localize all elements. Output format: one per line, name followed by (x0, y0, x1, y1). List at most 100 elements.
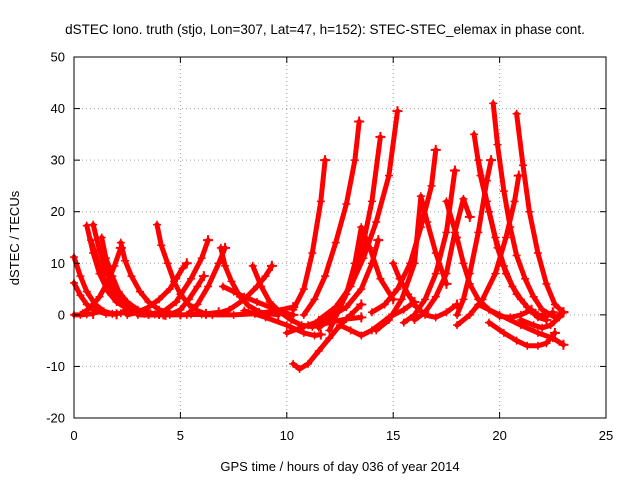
x-tick-label-2: 10 (280, 428, 294, 443)
series-21-point-1 (261, 313, 270, 322)
series-44-point-1 (529, 321, 538, 330)
series-28-point-0 (325, 326, 334, 335)
series-27-point-4 (372, 218, 381, 227)
series-14-end-marker (198, 271, 209, 282)
series-22-end-marker (356, 299, 367, 310)
x-axis-label: GPS time / hours of day 036 of year 2014 (220, 459, 459, 474)
y-tick-label-3: 10 (51, 256, 65, 271)
y-axis-label: dSTEC / TECUs (7, 190, 22, 285)
series-16-point-0 (216, 243, 225, 252)
series-40-point-5 (510, 197, 519, 206)
series-16-point-2 (227, 277, 236, 286)
series-3-point-0 (82, 221, 91, 230)
series-28-point-2 (350, 259, 359, 268)
series-40-point-0 (453, 321, 462, 330)
series-15-point-2 (204, 282, 213, 291)
series-11-point-5 (172, 274, 181, 283)
series-28-point-5 (376, 274, 385, 283)
series-7-point-2 (95, 292, 104, 301)
series-32-line (373, 193, 449, 333)
series-14-point-3 (193, 282, 202, 291)
series-9-point-0 (101, 279, 110, 288)
series-13 (155, 235, 214, 319)
series-34-end-marker (464, 211, 475, 222)
series-27-point-3 (359, 254, 368, 263)
series-0-point-1 (76, 272, 85, 281)
y-tick-label-0: -20 (46, 411, 65, 426)
series-31-end-marker (430, 144, 441, 155)
series-44-point-2 (538, 323, 547, 332)
series-27-point-0 (314, 316, 323, 325)
series-29-point-0 (336, 321, 344, 330)
series-7-point-4 (110, 261, 119, 270)
series-33-point-3 (431, 269, 440, 278)
series-32-point-2 (397, 295, 406, 304)
tick-labels: 0 5 10 15 20 25 -20 -10 0 10 20 30 40 50 (46, 50, 613, 444)
y-tick-label-4: 20 (51, 204, 65, 219)
series-22-point-2 (304, 359, 313, 368)
plot-series (70, 99, 569, 374)
x-tick-label-5: 25 (599, 428, 613, 443)
series-33-point-4 (442, 228, 451, 237)
series-33-point-0 (399, 318, 408, 327)
series-37-point-0 (470, 130, 479, 139)
series-26-point-4 (357, 285, 366, 294)
y-tick-label-5: 30 (51, 153, 65, 168)
y-tick-label-6: 40 (51, 101, 65, 116)
series-44-point-0 (516, 316, 525, 325)
series-41-point-5 (550, 300, 559, 309)
series-24-end-marker (354, 116, 365, 127)
series-41-point-4 (542, 279, 551, 288)
series-42-point-2 (512, 336, 521, 345)
series-19-point-2 (240, 292, 249, 301)
series-17-point-2 (229, 310, 238, 319)
series-10-point-0 (152, 220, 161, 229)
series-38-point-4 (508, 282, 517, 291)
series-26-point-0 (282, 328, 291, 337)
series-26 (282, 235, 384, 337)
series-20-end-marker (356, 312, 367, 323)
series-32-point-0 (372, 326, 381, 335)
series-22-point-4 (325, 334, 334, 343)
series-36-point-0 (453, 310, 462, 319)
series-17-point-0 (187, 310, 196, 319)
series-23-point-3 (316, 197, 325, 206)
series-26-point-1 (304, 321, 313, 330)
series-28-point-4 (365, 243, 374, 252)
x-tick-label-3: 15 (386, 428, 400, 443)
x-tick-label-0: 0 (70, 428, 77, 443)
series-40-point-1 (465, 310, 474, 319)
series-31-point-2 (393, 285, 402, 294)
series-39-line (490, 100, 566, 320)
series-31-point-5 (427, 181, 436, 190)
series-14-point-0 (165, 310, 174, 319)
series-21-point-3 (299, 328, 308, 337)
series-32 (372, 192, 452, 335)
series-34-point-5 (459, 194, 468, 203)
series-30-point-5 (431, 313, 440, 322)
series-6-point-1 (101, 254, 110, 263)
series-6-point-3 (114, 287, 123, 296)
series-24-point-0 (299, 310, 308, 319)
series-38-point-3 (499, 261, 508, 270)
series-0-point-2 (82, 287, 91, 296)
series-39-point-5 (521, 274, 530, 283)
series-24-point-1 (310, 295, 319, 304)
series-38-point-5 (516, 295, 525, 304)
series-16-point-4 (244, 301, 253, 310)
series-39-point-4 (512, 251, 521, 260)
series-27-point-5 (384, 171, 393, 180)
series-21-point-2 (282, 321, 291, 330)
chart-title: dSTEC Iono. truth (stjo, Lon=307, Lat=47… (65, 22, 585, 37)
series-18-end-marker (266, 260, 277, 271)
series-42-point-1 (499, 328, 508, 337)
series-14-point-1 (176, 305, 185, 314)
axes (73, 56, 607, 419)
series-33 (399, 165, 460, 327)
series-40 (453, 170, 524, 330)
series-42-point-3 (523, 341, 532, 350)
series-30-point-6 (442, 308, 451, 317)
series-20-line (250, 263, 364, 330)
series-7-line (80, 245, 124, 316)
series-11-point-0 (123, 310, 132, 319)
